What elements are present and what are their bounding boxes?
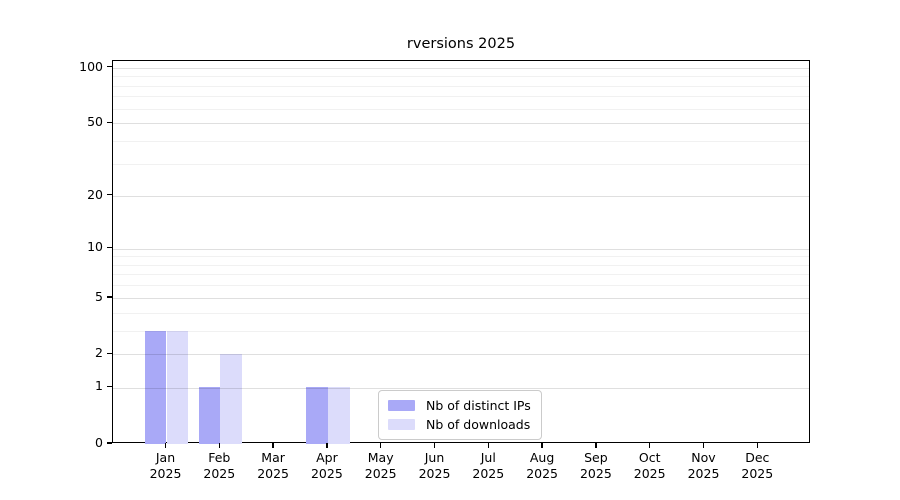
y-tick-mark-10	[107, 246, 112, 249]
x-tick-mark-nov	[702, 443, 705, 448]
x-tick-mark-feb	[218, 443, 220, 448]
x-tick-label-aug: Aug 2025	[510, 450, 574, 481]
x-tick-mark-jan	[164, 443, 167, 448]
month-label: Sep	[584, 450, 608, 465]
gridline-minor-y70	[113, 96, 809, 98]
bar-distinct-ips-jan	[144, 330, 167, 444]
month-label: May	[367, 450, 394, 465]
year-label: 2025	[472, 465, 505, 481]
x-tick-mark-jun	[433, 443, 436, 448]
gridline-major-y2	[113, 354, 809, 356]
gridline-minor-y80	[113, 85, 809, 87]
x-tick-label-nov: Nov 2025	[672, 450, 736, 481]
gridline-major-y100	[113, 67, 809, 69]
gridline-minor-y9	[113, 256, 809, 258]
month-label: Jan	[155, 450, 176, 465]
x-tick-label-oct: Oct 2025	[618, 450, 682, 481]
year-label: 2025	[526, 465, 558, 481]
year-label: 2025	[257, 465, 289, 481]
year-label: 2025	[687, 465, 720, 481]
year-label: 2025	[203, 465, 236, 481]
gridline-major-y50	[113, 123, 809, 125]
x-tick-label-may: May 2025	[349, 450, 413, 481]
month-label: Dec	[745, 450, 770, 465]
year-label: 2025	[310, 465, 343, 481]
x-tick-label-mar: Mar 2025	[241, 450, 305, 481]
x-tick-label-sep: Sep 2025	[564, 450, 628, 481]
y-tick-label-1: 1	[95, 378, 103, 394]
y-tick-mark-100	[107, 65, 112, 68]
gridline-minor-y40	[113, 141, 809, 143]
gridline-minor-y7	[113, 274, 809, 276]
x-tick-label-dec: Dec 2025	[725, 450, 789, 481]
y-tick-mark-0	[107, 442, 112, 444]
gridline-minor-y30	[113, 164, 809, 165]
y-tick-mark-5	[107, 296, 112, 298]
year-label: 2025	[418, 465, 451, 481]
legend-label-downloads: Nb of downloads	[426, 417, 531, 432]
year-label: 2025	[579, 465, 612, 481]
y-tick-label-10: 10	[87, 239, 103, 255]
x-tick-label-feb: Feb 2025	[187, 450, 251, 481]
x-tick-label-jul: Jul 2025	[456, 450, 520, 481]
month-label: Jul	[480, 450, 496, 465]
year-label: 2025	[741, 465, 774, 481]
x-tick-label-jan: Jan 2025	[134, 450, 198, 481]
x-tick-label-apr: Apr 2025	[295, 450, 359, 481]
x-tick-mark-sep	[595, 443, 597, 448]
month-label: Aug	[529, 450, 555, 465]
chart-title: rversions 2025	[406, 36, 516, 52]
y-tick-label-0: 0	[95, 435, 103, 450]
x-tick-mark-dec	[756, 443, 758, 448]
legend-item-distinct-ips: Nb of distinct IPs	[388, 396, 532, 415]
x-tick-mark-aug	[541, 443, 543, 448]
x-tick-mark-jul	[487, 443, 489, 448]
year-label: 2025	[149, 465, 182, 481]
month-label: Apr	[316, 450, 338, 465]
x-tick-mark-mar	[272, 443, 274, 448]
y-tick-label-50: 50	[87, 114, 103, 130]
y-tick-mark-50	[107, 121, 112, 124]
gridline-minor-y60	[113, 108, 809, 110]
y-tick-label-2: 2	[95, 345, 103, 361]
gridline-major-y1	[113, 387, 809, 389]
year-label: 2025	[364, 465, 397, 481]
bar-downloads-jan	[166, 330, 189, 444]
bar-distinct-ips-feb	[198, 387, 221, 444]
gridline-minor-y4	[113, 312, 809, 314]
y-tick-label-20: 20	[87, 186, 103, 202]
x-tick-mark-apr	[326, 443, 328, 448]
gridline-major-y5	[113, 297, 809, 299]
y-tick-label-5: 5	[95, 288, 103, 304]
y-tick-mark-2	[107, 352, 112, 355]
gridline-minor-y6	[113, 285, 809, 287]
gridline-major-y10	[113, 248, 809, 250]
y-tick-label-100: 100	[79, 58, 103, 74]
month-label: Nov	[691, 450, 716, 465]
y-tick-mark-20	[107, 194, 112, 196]
legend-item-downloads: Nb of downloads	[388, 415, 532, 434]
legend-label-distinct-ips: Nb of distinct IPs	[426, 398, 531, 413]
legend: Nb of distinct IPs Nb of downloads	[378, 390, 542, 440]
year-label: 2025	[633, 465, 666, 481]
bar-downloads-apr	[327, 387, 350, 444]
month-label: Feb	[208, 450, 231, 465]
legend-swatch-downloads	[388, 419, 415, 430]
y-tick-mark-1	[107, 385, 112, 388]
bar-distinct-ips-apr	[306, 387, 328, 444]
gridline-minor-y8	[113, 264, 809, 266]
month-label: Jun	[424, 450, 445, 465]
x-tick-mark-oct	[649, 443, 651, 448]
month-label: Oct	[638, 450, 661, 465]
legend-swatch-distinct-ips	[388, 400, 415, 411]
month-label: Mar	[261, 450, 285, 465]
gridline-minor-y3	[113, 331, 809, 332]
x-tick-mark-may	[380, 443, 382, 448]
gridline-major-y20	[113, 195, 809, 197]
bar-downloads-feb	[220, 354, 243, 444]
gridline-minor-y90	[113, 76, 809, 78]
plot-area	[112, 60, 810, 444]
x-tick-label-jun: Jun 2025	[403, 450, 467, 481]
